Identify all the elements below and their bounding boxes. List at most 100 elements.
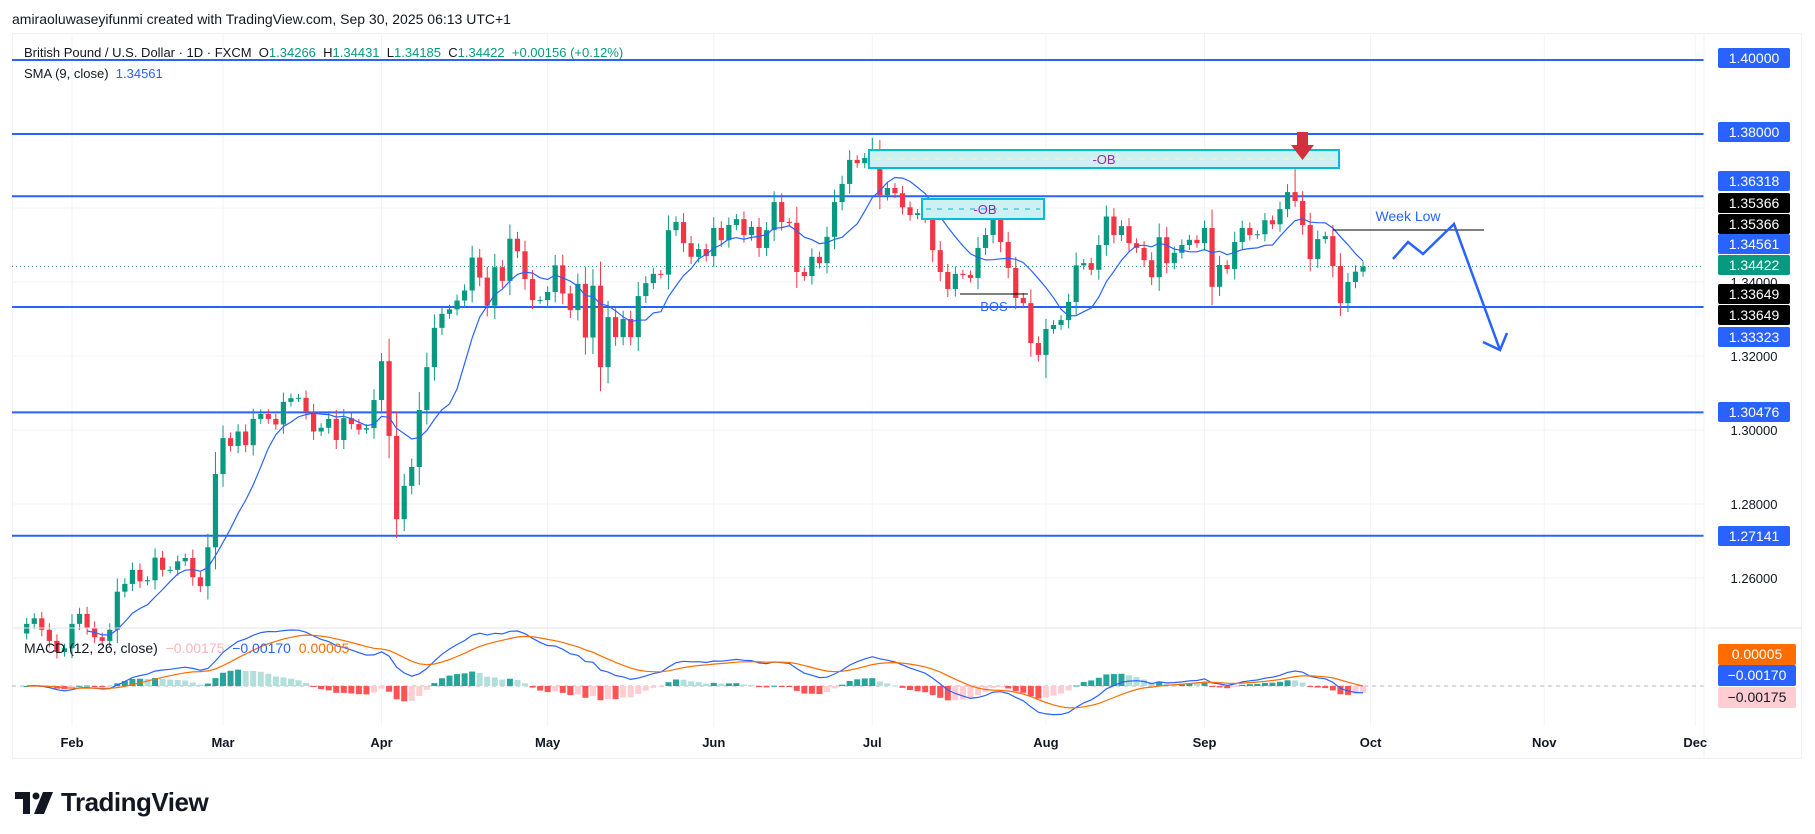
candle[interactable]	[733, 213, 739, 231]
candle[interactable]	[1081, 258, 1087, 270]
candle[interactable]	[1360, 261, 1366, 277]
candle[interactable]	[1330, 224, 1336, 278]
candle[interactable]	[1209, 209, 1215, 306]
candle[interactable]	[1194, 235, 1200, 248]
candle[interactable]	[862, 153, 868, 169]
candle[interactable]	[431, 314, 437, 381]
candle[interactable]	[1050, 320, 1057, 334]
candle[interactable]	[1013, 256, 1019, 310]
candle[interactable]	[764, 222, 770, 257]
candle[interactable]	[839, 175, 845, 211]
candle[interactable]	[1224, 260, 1230, 274]
macd-line[interactable]	[26, 629, 1364, 716]
candle[interactable]	[522, 240, 528, 290]
candle[interactable]	[54, 634, 60, 659]
candle[interactable]	[1058, 315, 1064, 330]
projection-path[interactable]	[1392, 221, 1502, 351]
candle[interactable]	[952, 266, 958, 297]
candle[interactable]	[605, 300, 611, 384]
candle[interactable]	[771, 191, 777, 241]
candle[interactable]	[892, 183, 898, 199]
candle[interactable]	[1118, 220, 1125, 241]
candle[interactable]	[545, 286, 551, 306]
candle[interactable]	[386, 338, 392, 459]
candle[interactable]	[507, 224, 513, 296]
candle[interactable]	[1232, 231, 1238, 280]
candle[interactable]	[635, 282, 641, 352]
candle[interactable]	[884, 182, 890, 201]
candle[interactable]	[711, 217, 717, 267]
candle[interactable]	[477, 248, 483, 287]
candle[interactable]	[326, 412, 332, 434]
candle[interactable]	[348, 412, 354, 430]
candle[interactable]	[160, 550, 166, 577]
candle[interactable]	[982, 228, 989, 255]
candle[interactable]	[1028, 289, 1034, 357]
sma-legend[interactable]: SMA (9, close) 1.34561	[24, 66, 163, 81]
candle[interactable]	[235, 424, 241, 454]
candle[interactable]	[590, 269, 596, 355]
candle[interactable]	[779, 193, 785, 231]
time-axis[interactable]: Feb Mar Apr May Jun Jul Aug Sep Oct Nov Dec	[60, 735, 1707, 750]
candle[interactable]	[394, 411, 400, 539]
sma-9-line[interactable]	[86, 176, 1364, 636]
candle[interactable]	[378, 353, 385, 414]
candle[interactable]	[197, 571, 203, 593]
candle[interactable]	[1262, 212, 1268, 242]
candle[interactable]	[462, 284, 468, 307]
candle[interactable]	[182, 553, 188, 566]
candle[interactable]	[144, 576, 151, 586]
candle[interactable]	[854, 155, 860, 168]
candle[interactable]	[212, 452, 219, 570]
candle[interactable]	[529, 270, 536, 310]
candle[interactable]	[273, 413, 279, 430]
candle[interactable]	[220, 425, 226, 487]
candle[interactable]	[1005, 231, 1011, 279]
candle[interactable]	[61, 643, 68, 657]
candle[interactable]	[975, 236, 981, 290]
candle[interactable]	[824, 226, 830, 274]
candle[interactable]	[1186, 234, 1192, 250]
candle[interactable]	[1239, 220, 1245, 250]
macd-signal-line[interactable]	[26, 634, 1364, 709]
candle[interactable]	[1171, 246, 1177, 270]
candle[interactable]	[582, 266, 588, 355]
candle[interactable]	[1322, 231, 1328, 244]
candle[interactable]	[46, 623, 52, 648]
candle[interactable]	[703, 243, 709, 262]
candle[interactable]	[560, 254, 566, 305]
candle[interactable]	[1345, 273, 1351, 313]
candle[interactable]	[69, 614, 75, 659]
macd-axis[interactable]: 0.00005 −0.00170 −0.00175	[1718, 644, 1796, 708]
candle[interactable]	[643, 276, 649, 303]
candle[interactable]	[1300, 191, 1306, 235]
candle[interactable]	[1111, 208, 1117, 244]
candle[interactable]	[409, 458, 415, 495]
candle[interactable]	[794, 206, 800, 289]
candle[interactable]	[499, 260, 505, 289]
candle[interactable]	[167, 566, 173, 574]
candle[interactable]	[76, 607, 83, 631]
candle[interactable]	[1164, 227, 1170, 274]
candle[interactable]	[673, 216, 679, 236]
candle[interactable]	[137, 563, 143, 588]
candle[interactable]	[24, 617, 30, 640]
candle[interactable]	[597, 261, 604, 392]
candle[interactable]	[122, 578, 128, 598]
candle[interactable]	[680, 213, 687, 253]
candle[interactable]	[514, 231, 521, 259]
candle[interactable]	[945, 264, 951, 297]
candle[interactable]	[1179, 239, 1185, 259]
candle[interactable]	[265, 409, 271, 424]
candle[interactable]	[1073, 252, 1079, 315]
candle[interactable]	[371, 389, 377, 439]
candle[interactable]	[847, 150, 853, 194]
candle[interactable]	[1149, 252, 1155, 286]
candle[interactable]	[552, 254, 558, 303]
candle[interactable]	[1254, 230, 1260, 239]
candle[interactable]	[1035, 336, 1041, 362]
candle[interactable]	[318, 423, 324, 437]
candle[interactable]	[311, 403, 317, 440]
candle[interactable]	[613, 308, 619, 346]
candle[interactable]	[1284, 184, 1291, 218]
